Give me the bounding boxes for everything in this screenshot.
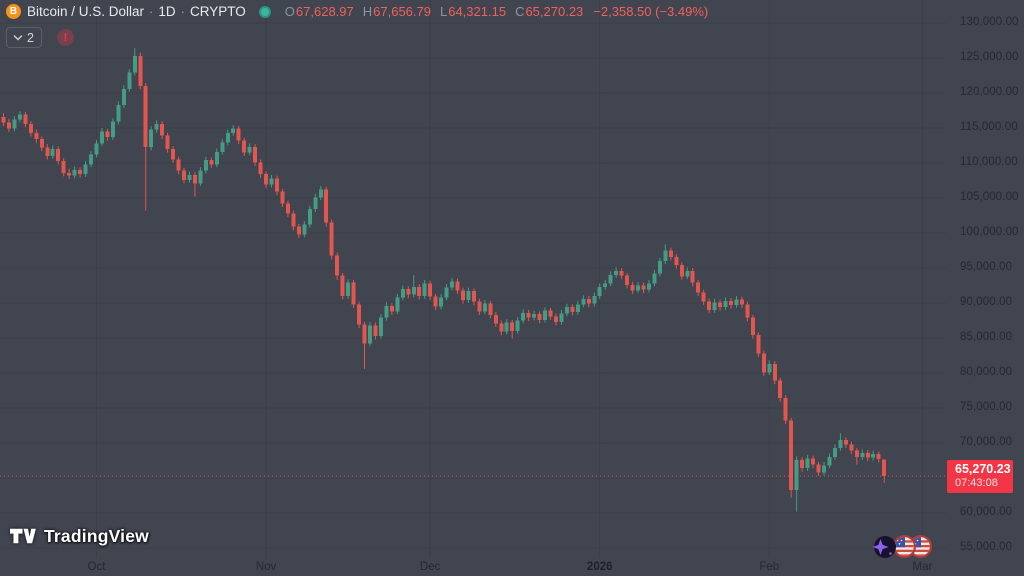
- price-axis-label: 85,000.00: [960, 331, 1013, 343]
- price-axis-label: 100,000.00: [960, 226, 1019, 238]
- price-axis-label: 75,000.00: [960, 401, 1013, 413]
- price-axis-label: 80,000.00: [960, 366, 1013, 378]
- time-axis-label: Feb: [759, 561, 780, 573]
- chevron-down-icon: [13, 34, 23, 41]
- close-value: 65,270.23: [525, 4, 584, 19]
- price-axis-label: 110,000.00: [960, 156, 1018, 168]
- price-axis-label: 115,000.00: [960, 121, 1018, 133]
- time-axis-label: 2026: [586, 561, 613, 573]
- interval-label[interactable]: 1D: [158, 4, 176, 19]
- price-axis-label: 125,000.00: [960, 51, 1019, 63]
- price-axis[interactable]: 130,000.00 125,000.00 120,000.00 115,000.00…: [944, 0, 1024, 560]
- legend-row2: 2 !: [6, 27, 708, 48]
- bitcoin-icon: B: [6, 4, 21, 19]
- price-axis-label: 120,000.00: [960, 86, 1019, 98]
- exchange-label[interactable]: CRYPTO: [190, 4, 246, 19]
- open-value: 67,628.97: [295, 4, 354, 19]
- change-value: −2,358.50 (−3.49%): [593, 4, 709, 19]
- time-axis-label: Oct: [87, 561, 106, 573]
- ohlc-values: O 67,628.97 H 67,656.79 L 64,321.15 C 65,270…: [285, 4, 708, 19]
- price-axis-label: 105,000.00: [960, 191, 1019, 203]
- tradingview-logo-icon: [10, 528, 36, 544]
- last-price-badge: 65,270.23 07:43:08: [947, 460, 1013, 494]
- price-axis-label: 95,000.00: [960, 261, 1013, 273]
- low-value: 64,321.15: [448, 4, 507, 19]
- close-label: C: [515, 4, 525, 19]
- warning-icon[interactable]: !: [56, 29, 74, 46]
- us-flag-event-icon[interactable]: [908, 535, 932, 558]
- sparkle-event-icon[interactable]: [872, 536, 897, 558]
- time-axis-label: Nov: [255, 561, 277, 573]
- high-label: H: [362, 4, 373, 19]
- price-axis-label: 60,000.00: [960, 506, 1013, 518]
- time-axis[interactable]: Oct Nov Dec 2026 Feb Mar: [0, 558, 946, 576]
- low-label: L: [439, 4, 448, 19]
- timeline-events: [872, 535, 932, 558]
- indicator-count: 2: [27, 30, 34, 45]
- us-flag-event-icon[interactable]: [893, 535, 916, 558]
- last-price-value: 65,270.23: [955, 462, 1011, 477]
- time-axis-label: Mar: [912, 561, 933, 573]
- separator-dot: ·: [180, 4, 185, 19]
- tradingview-logo-text: TradingView: [44, 526, 149, 546]
- bar-countdown: 07:43:08: [955, 477, 998, 490]
- price-axis-label: 55,000.00: [960, 541, 1013, 553]
- price-axis-label: 90,000.00: [960, 296, 1013, 308]
- price-axis-label: 70,000.00: [960, 436, 1013, 448]
- open-label: O: [284, 4, 295, 19]
- time-axis-label: Dec: [419, 561, 441, 573]
- price-axis-label: 130,000.00: [960, 16, 1019, 28]
- tradingview-logo[interactable]: TradingView: [10, 526, 149, 547]
- separator-dot: ·: [149, 4, 154, 19]
- indicators-dropdown[interactable]: 2: [6, 27, 42, 48]
- market-status-icon[interactable]: [258, 5, 271, 18]
- symbol-title[interactable]: Bitcoin / U.S. Dollar: [27, 4, 145, 19]
- high-value: 67,656.79: [373, 4, 431, 19]
